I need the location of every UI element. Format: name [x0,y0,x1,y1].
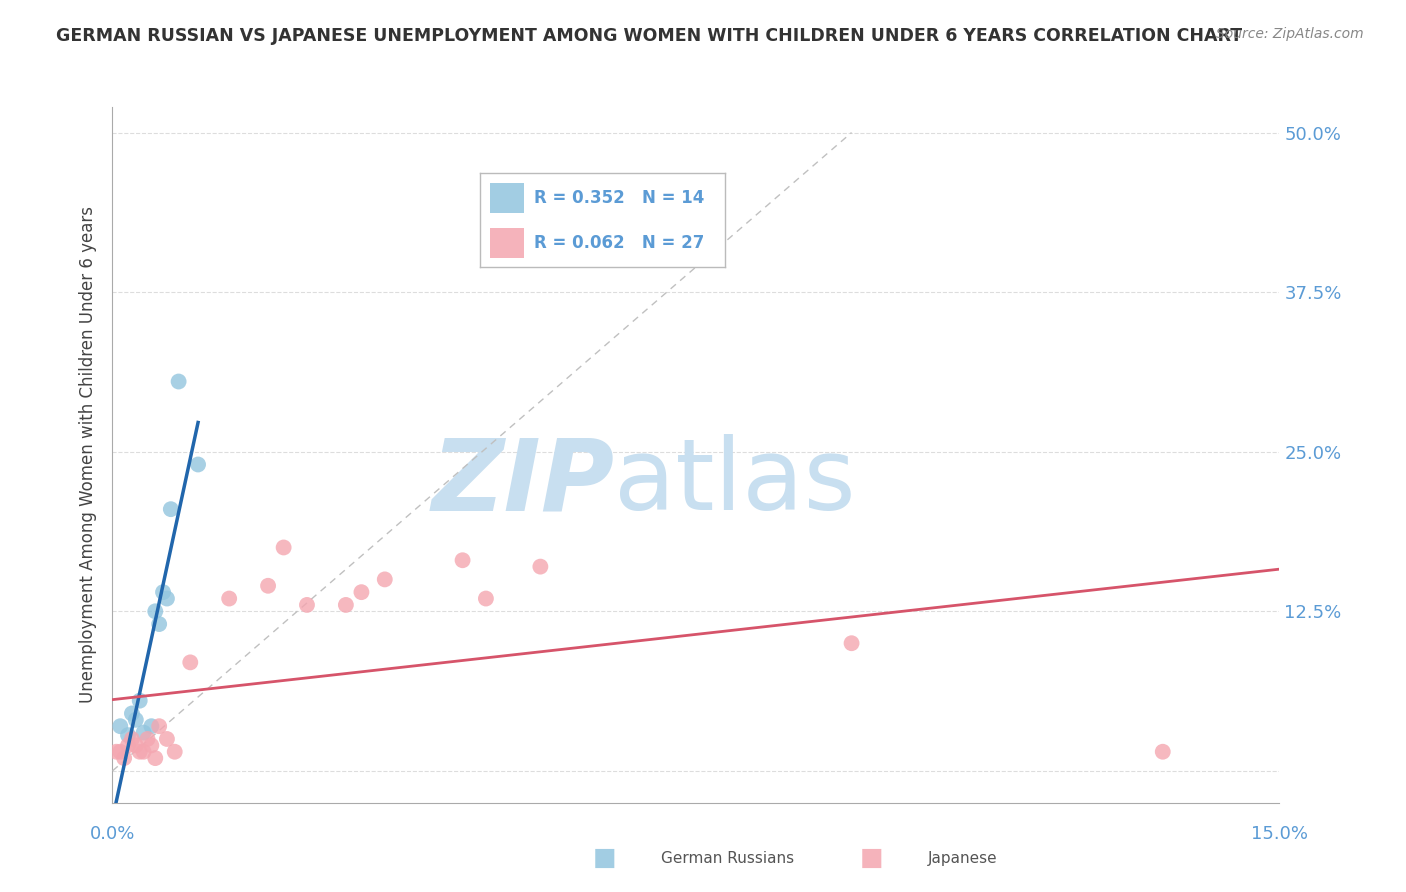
Point [273,541,295,555]
Text: R = 0.062   N = 27: R = 0.062 N = 27 [534,234,704,252]
Point [143,751,166,765]
Point [218,591,240,606]
Text: German Russians: German Russians [661,851,794,865]
Point [141,719,163,733]
Point [110,745,132,759]
Point [179,656,201,670]
Text: ZIP: ZIP [432,434,614,532]
Point [152,585,174,599]
Point [141,739,163,753]
Point [136,731,159,746]
Text: R = 0.352   N = 14: R = 0.352 N = 14 [534,188,704,207]
Bar [489,227,524,258]
Point [163,745,186,759]
Point [156,591,179,606]
Text: 15.0%: 15.0% [1251,825,1308,843]
Point [475,591,498,606]
Point [335,598,357,612]
Point [451,553,474,567]
Point [121,731,143,746]
Point [143,604,166,618]
Point [125,739,148,753]
Text: 0.0%: 0.0% [90,825,135,843]
Point [374,573,396,587]
Point [110,719,132,733]
Point [117,728,139,742]
Text: GERMAN RUSSIAN VS JAPANESE UNEMPLOYMENT AMONG WOMEN WITH CHILDREN UNDER 6 YEARS : GERMAN RUSSIAN VS JAPANESE UNEMPLOYMENT … [56,27,1243,45]
Point [128,694,150,708]
Point [132,725,155,739]
Point [117,739,139,753]
Point [125,713,148,727]
Point [121,706,143,721]
Point [187,458,209,472]
Text: Source: ZipAtlas.com: Source: ZipAtlas.com [1216,27,1364,41]
Point [257,579,280,593]
Point [156,731,179,746]
Text: ■: ■ [860,847,883,870]
Point [128,745,150,759]
Point [350,585,373,599]
Point [105,745,128,759]
Point [1152,745,1174,759]
Bar [489,183,524,212]
Point [148,719,170,733]
Y-axis label: Unemployment Among Women with Children Under 6 years: Unemployment Among Women with Children U… [79,206,97,704]
Point [148,617,170,632]
Point [132,745,155,759]
Text: Japanese: Japanese [928,851,998,865]
Point [167,375,190,389]
Text: ■: ■ [593,847,616,870]
Point [841,636,863,650]
Point [160,502,183,516]
Point [295,598,318,612]
Text: atlas: atlas [614,434,856,532]
Point [529,559,551,574]
Point [112,751,135,765]
